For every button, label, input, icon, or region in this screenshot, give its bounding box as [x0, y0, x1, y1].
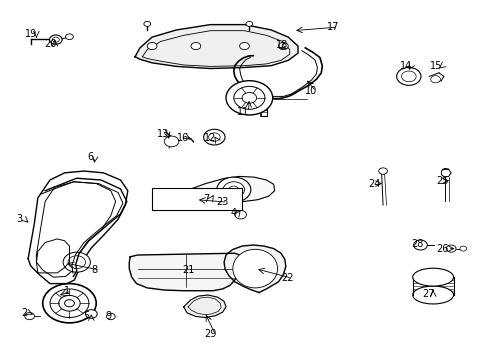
Circle shape [234, 210, 246, 219]
Text: 28: 28 [410, 239, 423, 249]
Circle shape [147, 42, 157, 50]
Circle shape [49, 35, 62, 44]
Circle shape [25, 312, 34, 320]
Text: 7: 7 [203, 194, 209, 203]
Text: 5: 5 [83, 311, 89, 321]
Text: 25: 25 [436, 176, 448, 186]
Circle shape [278, 42, 287, 50]
Polygon shape [135, 24, 297, 68]
Text: 21: 21 [182, 265, 194, 275]
Circle shape [143, 21, 150, 26]
Text: 14: 14 [400, 61, 412, 71]
Text: 6: 6 [87, 152, 93, 162]
Circle shape [203, 129, 224, 145]
Text: 2: 2 [21, 308, 27, 318]
Circle shape [228, 186, 238, 193]
Circle shape [191, 42, 201, 50]
Circle shape [242, 93, 256, 103]
Circle shape [239, 42, 249, 50]
Text: 11: 11 [237, 107, 249, 117]
Circle shape [63, 252, 90, 272]
Text: 19: 19 [25, 29, 38, 39]
Circle shape [85, 310, 97, 318]
Circle shape [65, 34, 73, 40]
Circle shape [413, 240, 427, 250]
Text: 8: 8 [91, 265, 98, 275]
Circle shape [68, 256, 85, 269]
Text: 3: 3 [17, 214, 23, 224]
Text: 23: 23 [216, 197, 228, 207]
Text: 12: 12 [204, 133, 216, 143]
Polygon shape [224, 245, 285, 293]
Text: 27: 27 [421, 289, 434, 298]
Circle shape [233, 86, 264, 109]
Circle shape [396, 67, 420, 85]
Ellipse shape [232, 249, 277, 288]
Circle shape [459, 246, 466, 251]
Text: 26: 26 [436, 244, 448, 253]
Text: 10: 10 [305, 86, 317, 96]
Polygon shape [129, 253, 242, 291]
Text: 15: 15 [429, 62, 442, 71]
Circle shape [42, 284, 96, 323]
Circle shape [401, 71, 415, 82]
Circle shape [106, 313, 115, 320]
Circle shape [430, 76, 440, 83]
Circle shape [225, 81, 272, 115]
Bar [152, 188, 242, 210]
Text: 13: 13 [156, 129, 168, 139]
Circle shape [245, 21, 252, 26]
Circle shape [59, 296, 80, 311]
Ellipse shape [412, 268, 453, 286]
Text: 9: 9 [105, 311, 111, 321]
Circle shape [378, 168, 386, 174]
Text: 29: 29 [204, 329, 216, 339]
Ellipse shape [412, 286, 453, 304]
Text: 4: 4 [230, 208, 236, 218]
Polygon shape [36, 239, 69, 273]
Circle shape [64, 300, 74, 307]
Text: 18: 18 [276, 40, 288, 50]
Circle shape [52, 37, 59, 42]
Circle shape [223, 182, 244, 198]
Polygon shape [183, 295, 225, 318]
Circle shape [50, 289, 89, 318]
Circle shape [208, 133, 220, 141]
Polygon shape [191, 176, 274, 202]
Text: 17: 17 [326, 22, 339, 32]
Text: 1: 1 [64, 286, 70, 296]
Text: 22: 22 [281, 273, 293, 283]
Text: 24: 24 [368, 179, 380, 189]
Circle shape [164, 136, 179, 147]
Text: 20: 20 [44, 39, 56, 49]
Circle shape [446, 245, 455, 252]
Text: 16: 16 [176, 133, 188, 143]
Circle shape [216, 177, 250, 202]
